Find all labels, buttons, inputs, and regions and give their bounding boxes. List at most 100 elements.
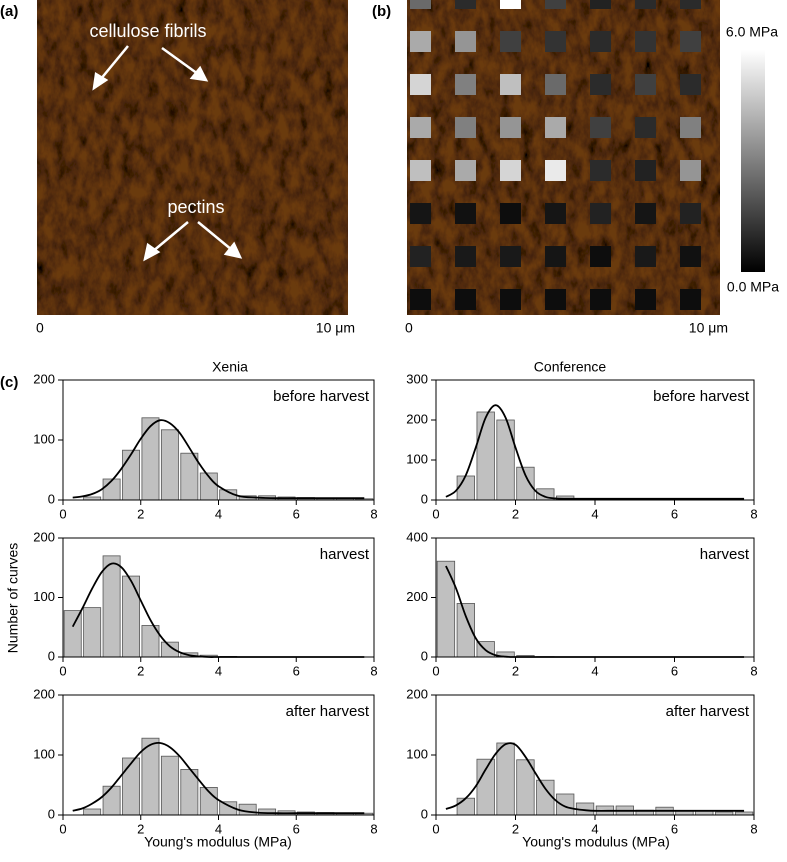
y-tick-label: 100 bbox=[406, 746, 428, 761]
y-tick-label: 200 bbox=[33, 371, 55, 386]
map-cell bbox=[635, 31, 656, 52]
bar bbox=[122, 757, 140, 816]
x-tick-label: 2 bbox=[512, 663, 519, 678]
scale-label: 10 μm bbox=[689, 320, 728, 336]
colorbar-label: 0.0 MPa bbox=[727, 279, 779, 295]
x-axis-label: Young's modulus (MPa) bbox=[522, 834, 670, 850]
map-cell bbox=[590, 117, 611, 138]
y-tick-label: 100 bbox=[33, 431, 55, 446]
map-cell bbox=[635, 117, 656, 138]
y-axis-label: Number of curves bbox=[5, 543, 21, 653]
y-tick-label: 0 bbox=[48, 491, 55, 506]
map-cell bbox=[590, 160, 611, 181]
fit-curve bbox=[445, 742, 745, 812]
map-cell bbox=[455, 0, 476, 9]
map-cell bbox=[500, 0, 521, 9]
x-tick-label: 6 bbox=[671, 663, 678, 678]
map-cell bbox=[680, 74, 701, 95]
x-tick-label: 6 bbox=[671, 821, 678, 836]
x-tick-label: 4 bbox=[591, 506, 598, 521]
y-tick-label: 200 bbox=[33, 686, 55, 701]
y-tick-label: 200 bbox=[33, 529, 55, 544]
map-cell bbox=[410, 117, 431, 138]
y-tick-label: 0 bbox=[421, 648, 428, 663]
bar bbox=[476, 411, 495, 501]
bar bbox=[180, 452, 199, 501]
bar bbox=[122, 449, 140, 501]
map-cell bbox=[455, 289, 476, 310]
x-tick-label: 6 bbox=[293, 663, 300, 678]
y-tick-label: 100 bbox=[406, 451, 428, 466]
map-cell bbox=[590, 203, 611, 224]
x-tick-label: 2 bbox=[137, 663, 144, 678]
x-tick-label: 0 bbox=[59, 663, 66, 678]
map-cell bbox=[545, 289, 566, 310]
map-cell bbox=[635, 203, 656, 224]
panel-label: (b) bbox=[372, 3, 391, 20]
map-cell bbox=[455, 31, 476, 52]
x-tick-label: 6 bbox=[293, 506, 300, 521]
map-cell bbox=[680, 246, 701, 267]
fit-curve bbox=[72, 419, 365, 500]
arrows bbox=[92, 45, 243, 262]
bar bbox=[456, 797, 475, 816]
y-tick-label: 300 bbox=[406, 371, 428, 386]
bar bbox=[160, 755, 179, 816]
map-cell bbox=[545, 203, 566, 224]
map-cell bbox=[680, 0, 701, 9]
bar bbox=[496, 419, 515, 501]
annotation: cellulose fibrils bbox=[89, 21, 206, 41]
x-axis-label: Young's modulus (MPa) bbox=[144, 834, 292, 850]
bar bbox=[102, 785, 121, 816]
map-cell bbox=[635, 289, 656, 310]
x-tick-label: 8 bbox=[750, 821, 757, 836]
colorbar-label: 6.0 MPa bbox=[726, 24, 778, 40]
map-cell bbox=[590, 74, 611, 95]
chart-title: after harvest bbox=[286, 703, 370, 720]
map-cell bbox=[680, 289, 701, 310]
bar bbox=[496, 742, 515, 816]
map-cell bbox=[410, 203, 431, 224]
map-cell bbox=[500, 246, 521, 267]
panel-label: (a) bbox=[0, 3, 18, 20]
map-cell bbox=[410, 74, 431, 95]
bar bbox=[456, 475, 475, 501]
bar bbox=[102, 555, 121, 658]
x-tick-label: 0 bbox=[59, 506, 66, 521]
map-cell bbox=[680, 117, 701, 138]
map-cell bbox=[410, 289, 431, 310]
map-cell bbox=[680, 203, 701, 224]
column-title: Conference bbox=[534, 359, 607, 375]
x-tick-label: 4 bbox=[215, 506, 222, 521]
bar bbox=[63, 610, 82, 658]
y-tick-label: 400 bbox=[406, 529, 428, 544]
y-tick-label: 200 bbox=[406, 686, 428, 701]
map-cell bbox=[680, 160, 701, 181]
x-tick-label: 0 bbox=[432, 506, 439, 521]
bar bbox=[556, 793, 575, 816]
colorbar bbox=[741, 50, 765, 272]
x-tick-label: 8 bbox=[370, 506, 377, 521]
map-cell bbox=[500, 117, 521, 138]
map-cell bbox=[590, 289, 611, 310]
map-cell bbox=[545, 246, 566, 267]
bar bbox=[160, 429, 179, 501]
y-tick-label: 100 bbox=[33, 746, 55, 761]
map-cell bbox=[635, 0, 656, 9]
map-cell bbox=[500, 160, 521, 181]
map-cell bbox=[635, 246, 656, 267]
x-tick-label: 6 bbox=[671, 506, 678, 521]
x-tick-label: 0 bbox=[59, 821, 66, 836]
y-tick-label: 0 bbox=[421, 491, 428, 506]
x-tick-label: 4 bbox=[215, 663, 222, 678]
y-tick-label: 200 bbox=[406, 411, 428, 426]
map-cell bbox=[545, 74, 566, 95]
x-tick-label: 0 bbox=[432, 663, 439, 678]
bar bbox=[536, 779, 555, 816]
fit-curve bbox=[445, 404, 745, 500]
map-cell bbox=[410, 160, 431, 181]
x-tick-label: 4 bbox=[215, 821, 222, 836]
x-tick-label: 2 bbox=[512, 821, 519, 836]
column-title: Xenia bbox=[212, 359, 248, 375]
